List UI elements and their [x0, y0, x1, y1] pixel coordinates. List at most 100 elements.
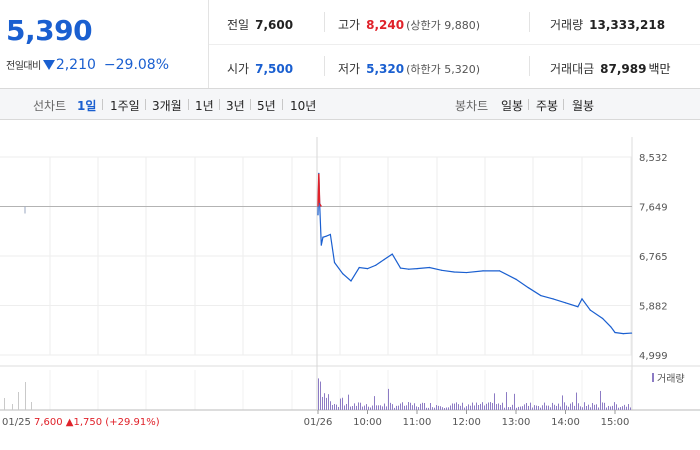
volume-bar — [584, 402, 585, 410]
volume-bar — [348, 394, 349, 410]
stats-divider — [529, 56, 530, 76]
price-point — [453, 271, 455, 273]
volume-bar — [436, 405, 437, 410]
volume-bar — [616, 404, 617, 410]
volume-bar — [380, 405, 381, 410]
volume-bar — [368, 406, 369, 410]
tab-divider — [102, 99, 103, 110]
volume-bar — [510, 406, 511, 410]
tab-3-months[interactable]: 3개월 — [152, 99, 182, 113]
change-percent: −29.08% — [103, 57, 170, 73]
volume-bar — [364, 405, 365, 410]
volume-bar — [588, 404, 589, 410]
tab-5-years[interactable]: 5년 — [257, 99, 276, 113]
volume-bar — [438, 405, 439, 410]
volume-bar — [472, 402, 473, 410]
volume-bar — [488, 402, 489, 410]
volume-bar — [540, 407, 541, 410]
stats-divider — [209, 44, 700, 45]
volume-bar — [630, 407, 631, 410]
tab-daily-candle[interactable]: 일봉 — [501, 99, 524, 113]
stat-value: 87,989 — [600, 62, 647, 76]
volume-bar — [538, 406, 539, 410]
price-point — [515, 278, 517, 280]
volume-bar — [598, 407, 599, 410]
volume-bar — [354, 403, 355, 410]
price-point — [318, 172, 320, 174]
y-tick-label: 6,765 — [639, 252, 668, 263]
volume-bar — [462, 402, 463, 410]
volume-bar — [332, 405, 333, 410]
stat-value: 5,320 — [366, 62, 405, 76]
price-box: 5,390 전일대비 2,210 −29.08% — [0, 0, 209, 88]
volume-bar — [560, 406, 561, 410]
prev-day-close: 7,600 ▲1,750 (+29.91%) — [34, 417, 160, 428]
price-point — [622, 333, 624, 335]
volume-bar — [480, 403, 481, 410]
stat-sub: (상한가 9,880) — [406, 19, 480, 32]
volume-bar — [578, 403, 579, 410]
stat-value: 7,500 — [255, 62, 294, 76]
volume-bar — [524, 404, 525, 410]
candle-chart-label: 봉차트 — [455, 99, 489, 113]
volume-bar — [418, 407, 419, 410]
volume-bar — [422, 402, 423, 410]
volume-bar — [556, 405, 557, 410]
volume-bar — [432, 407, 433, 410]
tab-1-day[interactable]: 1일 — [77, 99, 97, 113]
volume-bar — [466, 406, 467, 410]
volume-bar — [530, 402, 531, 410]
volume-bar — [394, 407, 395, 410]
volume-bar — [320, 381, 321, 410]
volume-bar — [604, 402, 605, 410]
price-point — [375, 264, 377, 266]
stats-divider — [529, 12, 530, 32]
volume-bar — [576, 392, 577, 410]
volume-bar — [532, 407, 533, 410]
quote-summary: 5,390 전일대비 2,210 −29.08% 전일 7,600 고가 8,240 (상… — [0, 0, 700, 89]
volume-bar-prev — [25, 382, 26, 410]
price-point — [342, 273, 344, 275]
price-point — [540, 294, 542, 297]
volume-bar — [390, 402, 391, 410]
intraday-chart[interactable]: 8,532 7,649 6,765 5,882 4,999 거래량 01/26 10:00 11… — [0, 120, 700, 450]
volume-bar — [508, 407, 509, 410]
tab-1-week[interactable]: 1주일 — [110, 99, 140, 113]
tab-3-years[interactable]: 3년 — [226, 99, 245, 113]
volume-bar-prev — [31, 402, 32, 410]
price-point — [322, 236, 324, 238]
volume-bar-prev — [12, 404, 13, 410]
volume-bar — [362, 406, 363, 410]
stat-value: 7,600 — [255, 18, 294, 32]
volume-bar — [322, 396, 323, 410]
volume-bar — [618, 407, 619, 410]
volume-bar — [492, 403, 493, 410]
tab-monthly-candle[interactable]: 월봉 — [572, 99, 595, 113]
volume-bar — [496, 404, 497, 410]
stat-label: 시가 — [227, 62, 250, 76]
stat-high: 고가 8,240 (상한가 9,880) — [338, 16, 480, 33]
volume-bar — [430, 403, 431, 410]
volume-bar — [570, 403, 571, 410]
volume-bar — [506, 392, 507, 410]
volume-bar — [374, 396, 375, 410]
volume-bar — [428, 407, 429, 410]
volume-bar — [580, 406, 581, 410]
price-point — [441, 269, 443, 271]
volume-bar — [334, 403, 335, 410]
tab-1-year[interactable]: 1년 — [195, 99, 214, 113]
tab-weekly-candle[interactable]: 주봉 — [536, 99, 559, 113]
volume-bar — [518, 406, 519, 410]
volume-bar — [596, 404, 597, 410]
tab-10-years[interactable]: 10년 — [290, 99, 317, 113]
stat-label: 거래량 — [550, 18, 584, 32]
volume-bar — [440, 406, 441, 410]
volume-bar — [442, 407, 443, 410]
volume-bar — [526, 403, 527, 410]
volume-bar — [512, 404, 513, 410]
volume-bar — [600, 390, 601, 410]
price-point — [564, 302, 567, 304]
volume-bar — [552, 402, 553, 410]
volume-bar — [446, 407, 447, 410]
tab-divider — [528, 99, 529, 110]
